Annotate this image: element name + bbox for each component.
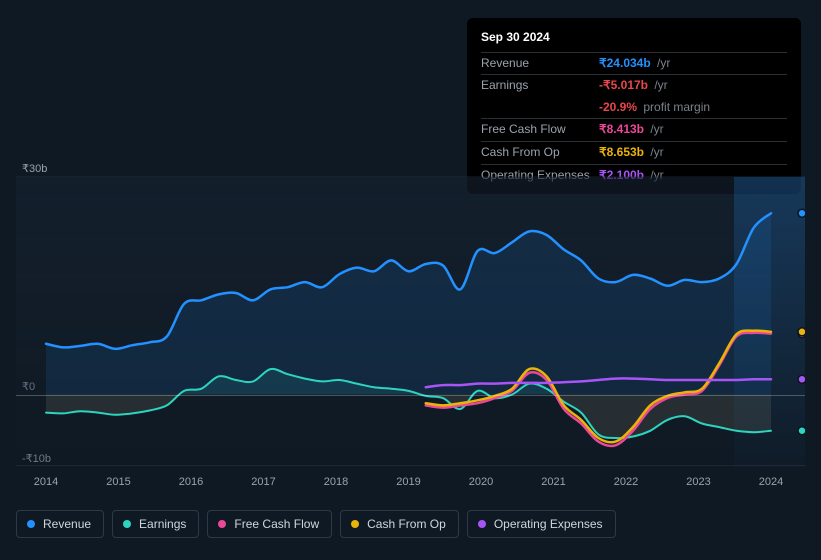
tooltip-row: Revenue₹24.034b /yr bbox=[481, 52, 787, 75]
tooltip-row-label: Free Cash Flow bbox=[481, 122, 599, 138]
tooltip-row-label bbox=[481, 100, 599, 116]
x-axis-label: 2016 bbox=[179, 476, 203, 488]
legend-item[interactable]: Operating Expenses bbox=[467, 510, 616, 538]
tooltip-row-value: ₹24.034b /yr bbox=[599, 56, 670, 72]
legend-swatch bbox=[478, 520, 486, 528]
x-axis-label: 2020 bbox=[469, 476, 493, 488]
tooltip-row-label: Earnings bbox=[481, 78, 599, 94]
legend-swatch bbox=[351, 520, 359, 528]
x-axis-label: 2022 bbox=[614, 476, 638, 488]
legend-swatch bbox=[123, 520, 131, 528]
legend-label: Cash From Op bbox=[367, 517, 446, 531]
x-axis-label: 2023 bbox=[686, 476, 710, 488]
x-axis-label: 2017 bbox=[251, 476, 275, 488]
x-axis-label: 2024 bbox=[759, 476, 783, 488]
tooltip-row: -20.9% profit margin bbox=[481, 97, 787, 119]
tooltip-row: Earnings-₹5.017b /yr bbox=[481, 74, 787, 97]
y-axis-label: ₹30b bbox=[22, 162, 47, 175]
legend-swatch bbox=[27, 520, 35, 528]
legend-item[interactable]: Cash From Op bbox=[340, 510, 459, 538]
legend-bar: Revenue Earnings Free Cash Flow Cash From O… bbox=[16, 510, 616, 538]
x-axis-label: 2018 bbox=[324, 476, 348, 488]
legend-label: Earnings bbox=[139, 517, 186, 531]
tooltip-row-value: ₹8.653b /yr bbox=[599, 145, 664, 161]
legend-label: Free Cash Flow bbox=[234, 517, 319, 531]
legend-swatch bbox=[218, 520, 226, 528]
plot-area[interactable] bbox=[16, 176, 805, 466]
tooltip-row-label: Revenue bbox=[481, 56, 599, 72]
x-axis-label: 2019 bbox=[396, 476, 420, 488]
tooltip-date: Sep 30 2024 bbox=[481, 26, 787, 52]
x-axis-label: 2015 bbox=[106, 476, 130, 488]
tooltip-row: Cash From Op₹8.653b /yr bbox=[481, 141, 787, 164]
legend-item[interactable]: Earnings bbox=[112, 510, 199, 538]
legend-label: Operating Expenses bbox=[494, 517, 603, 531]
tooltip-row: Free Cash Flow₹8.413b /yr bbox=[481, 118, 787, 141]
zero-axis-line bbox=[16, 395, 805, 396]
tooltip-row-value: -₹5.017b /yr bbox=[599, 78, 668, 94]
tooltip-row-label: Cash From Op bbox=[481, 145, 599, 161]
tooltip-row-value: -20.9% profit margin bbox=[599, 100, 710, 116]
legend-label: Revenue bbox=[43, 517, 91, 531]
legend-item[interactable]: Free Cash Flow bbox=[207, 510, 332, 538]
chart-svg bbox=[16, 177, 805, 467]
legend-item[interactable]: Revenue bbox=[16, 510, 104, 538]
x-axis-label: 2021 bbox=[541, 476, 565, 488]
chart-tooltip: Sep 30 2024 Revenue₹24.034b /yrEarnings-… bbox=[467, 18, 801, 194]
x-axis: 2014 2015 2016 2017 2018 2019 2020 2021 2022 2023… bbox=[16, 476, 805, 496]
tooltip-row-value: ₹8.413b /yr bbox=[599, 122, 664, 138]
x-axis-label: 2014 bbox=[34, 476, 58, 488]
